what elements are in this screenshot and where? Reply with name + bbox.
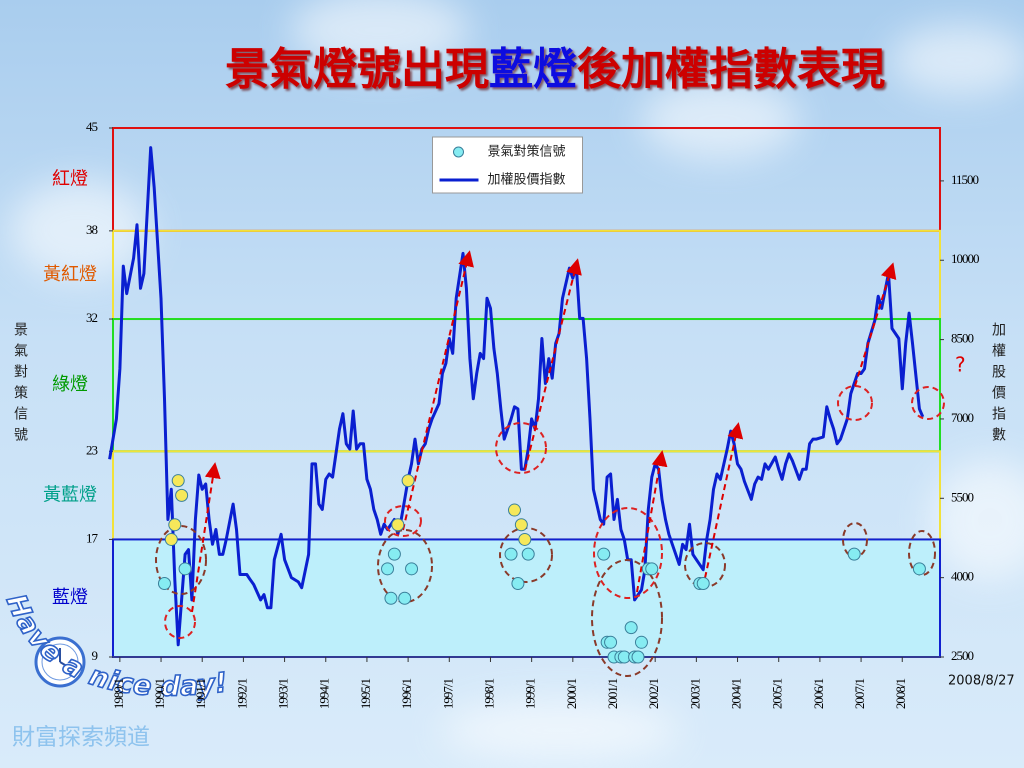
- signal-dot: [387, 547, 401, 561]
- signal-dot: [645, 562, 659, 576]
- band-label: 黃藍燈: [43, 484, 97, 505]
- y-tick-label: 32: [86, 310, 98, 325]
- signal-dot: [634, 635, 648, 649]
- watermark: 財富探索頻道: [12, 725, 150, 751]
- signal-dot: [518, 532, 532, 546]
- legend-label: 加權股價指數: [488, 173, 566, 188]
- y2-tick-label: 4000: [951, 569, 974, 584]
- x-tick-label: 1997/1: [440, 679, 455, 710]
- y-tick-label: 17: [86, 530, 99, 545]
- x-tick-label: 2005/1: [770, 679, 785, 710]
- x-tick-label: 1994/1: [317, 679, 332, 710]
- x-tick-label: 1990/1: [152, 679, 167, 710]
- x-tick-label: 2008/1: [893, 679, 908, 710]
- title-part: 藍燈: [489, 44, 577, 95]
- legend-dot: [453, 146, 464, 158]
- chart-title: 景氣燈號出現藍燈後加權指數表現: [225, 44, 885, 95]
- legend-box: [432, 136, 583, 194]
- band-label: 藍燈: [52, 587, 88, 608]
- band-label: 紅燈: [52, 168, 88, 189]
- x-tick-label: 2001/1: [605, 679, 620, 710]
- annotation: ?: [955, 353, 966, 377]
- signal-dot: [175, 488, 189, 502]
- signal-dot: [514, 518, 528, 532]
- y2-tick-label: 11500: [951, 172, 979, 187]
- y2-tick-label: 10000: [951, 251, 979, 266]
- y-tick-label: 45: [86, 119, 98, 134]
- signal-dot: [604, 635, 618, 649]
- y2-tick-label: 8500: [951, 331, 974, 346]
- x-tick-label: 2004/1: [729, 679, 744, 710]
- title-part: 景氣燈號出現: [225, 44, 489, 95]
- signal-dot: [504, 547, 518, 561]
- signal-dot: [912, 562, 926, 576]
- signal-dot: [164, 532, 178, 546]
- x-tick-label: 1998/1: [481, 679, 496, 710]
- y2-tick-label: 2500: [951, 648, 974, 663]
- x-tick-label: 1999/1: [523, 679, 538, 710]
- title-part: 後加權指數表現: [577, 44, 885, 95]
- band-label: 綠燈: [52, 374, 88, 395]
- signal-dot: [507, 503, 521, 517]
- y2-tick-label: 5500: [951, 489, 974, 504]
- signal-dot: [157, 577, 171, 591]
- x-tick-label: 2000/1: [564, 679, 579, 710]
- index-line: [108, 146, 925, 647]
- clouds: [10, 0, 1024, 760]
- signal-dot: [631, 650, 645, 664]
- signal-dot: [847, 547, 861, 561]
- annotation-shapes: [155, 250, 945, 677]
- signal-dot: [398, 591, 412, 605]
- signal-dot: [384, 591, 398, 605]
- x-tick-label: 2006/1: [811, 679, 826, 710]
- signal-dot: [405, 562, 419, 576]
- y-tick-label: 23: [86, 442, 98, 457]
- signal-dot: [521, 547, 535, 561]
- x-tick-label: 2003/1: [687, 679, 702, 710]
- x-tick-label: 1995/1: [358, 679, 373, 710]
- y-tick-label: 9: [92, 648, 98, 663]
- x-tick-label: 2007/1: [852, 679, 867, 710]
- x-tick-label: 1996/1: [399, 679, 414, 710]
- x-tick-label: 1993/1: [276, 679, 291, 710]
- signal-dot: [511, 577, 525, 591]
- y-tick-label: 38: [86, 222, 98, 237]
- date-note: 2008/8/27: [948, 674, 1015, 689]
- signal-dot: [401, 474, 415, 488]
- signal-dot: [696, 577, 710, 591]
- band-label: 黃紅燈: [43, 264, 97, 285]
- y2-axis-label: 加權股價指數: [990, 322, 1006, 448]
- signal-dot: [168, 518, 182, 532]
- x-tick-label: 1991/1: [193, 679, 208, 710]
- signal-dot: [381, 562, 395, 576]
- signal-dot: [624, 621, 638, 635]
- legend-label: 景氣對策信號: [488, 144, 566, 160]
- x-tick-label: 1989/1: [111, 679, 126, 710]
- signal-dot: [391, 518, 405, 532]
- y-axis-label: 景氣對策信號: [12, 322, 28, 448]
- band: [112, 318, 941, 453]
- band: [112, 229, 941, 321]
- y2-tick-label: 7000: [951, 410, 974, 425]
- x-tick-label: 1992/1: [234, 679, 249, 710]
- signal-dot: [178, 562, 192, 576]
- signal-dot: [171, 474, 185, 488]
- clock-icon: [34, 636, 86, 688]
- x-tick-label: 2002/1: [646, 679, 661, 710]
- signal-dot: [597, 547, 611, 561]
